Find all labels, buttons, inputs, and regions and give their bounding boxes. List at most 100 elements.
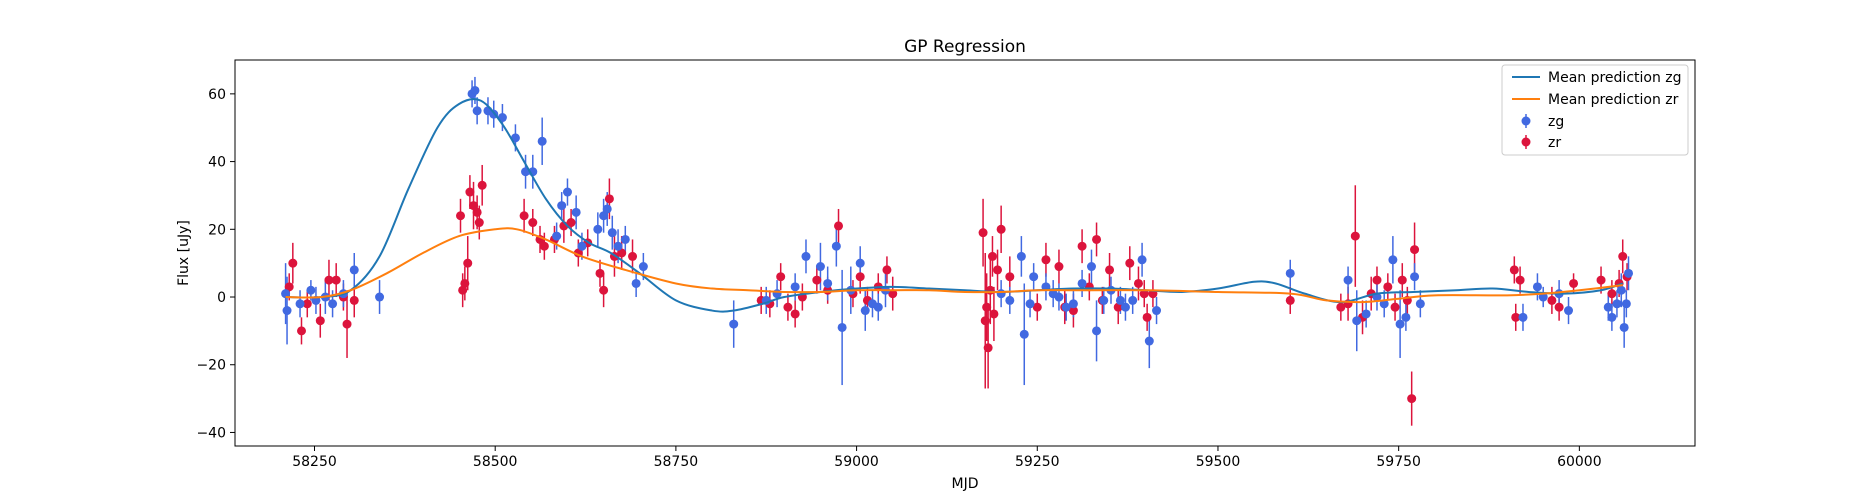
zr-point <box>978 228 988 238</box>
zg-point <box>1068 299 1078 309</box>
y-tick-label: −40 <box>196 425 226 441</box>
zr-point <box>989 309 999 319</box>
zg-point <box>1532 282 1542 292</box>
zg-point <box>1092 326 1102 336</box>
zr-point <box>834 221 844 231</box>
zg-point <box>552 231 562 241</box>
zg-point <box>1612 299 1622 309</box>
zr-point <box>790 309 800 319</box>
zg-point <box>631 278 641 288</box>
zr-point <box>1383 282 1393 292</box>
zr-point <box>595 268 605 278</box>
zg-point <box>831 241 841 251</box>
zg-point <box>472 106 482 116</box>
zg-point <box>1361 309 1371 319</box>
zr-point <box>1068 306 1078 316</box>
zr-point <box>519 211 529 221</box>
plot-area <box>234 59 1696 447</box>
zr-point <box>980 316 990 326</box>
zr-point <box>985 285 995 295</box>
zr-point <box>474 218 484 228</box>
chart-title: GP Regression <box>904 37 1026 57</box>
zg-point <box>790 282 800 292</box>
zg-point <box>1025 299 1035 309</box>
zr-point <box>812 275 822 285</box>
zg-point <box>1086 262 1096 272</box>
zr-point <box>1407 394 1417 404</box>
zg-point <box>537 136 547 146</box>
zg-point <box>349 265 359 275</box>
zr-point <box>1509 265 1519 275</box>
x-tick-label: 59000 <box>834 454 879 470</box>
zg-point <box>1285 268 1295 278</box>
zg-point <box>638 262 648 272</box>
x-tick-label: 59500 <box>1196 454 1241 470</box>
zr-point <box>604 194 614 204</box>
zr-point <box>882 265 892 275</box>
zr-point <box>349 295 359 305</box>
zr-point <box>315 316 325 326</box>
prediction-lines <box>285 98 1624 313</box>
zr-point <box>1092 234 1102 244</box>
zg-point <box>1624 268 1634 278</box>
zg-point <box>593 224 603 234</box>
zr-point <box>302 299 312 309</box>
zr-point <box>469 201 479 211</box>
zg-point <box>860 306 870 316</box>
zg-point <box>306 285 316 295</box>
zr-point <box>1511 312 1521 322</box>
zr-point <box>1133 278 1143 288</box>
zg-point <box>1152 306 1162 316</box>
zr-point <box>1125 258 1135 268</box>
zg-point <box>281 289 291 299</box>
zr-point <box>566 218 576 228</box>
y-tick-label: 60 <box>208 87 226 103</box>
zr-point <box>324 275 334 285</box>
zg-point <box>873 302 883 312</box>
zr-point <box>1618 251 1628 261</box>
zr-point <box>996 224 1006 234</box>
y-tick-label: 20 <box>208 222 226 238</box>
zr-point <box>1554 302 1564 312</box>
zg-point <box>1621 299 1631 309</box>
zg-point <box>1603 302 1613 312</box>
zg-point <box>1137 255 1147 265</box>
zr-point <box>1547 295 1557 305</box>
zr-points <box>284 180 1632 404</box>
legend: Mean prediction zg Mean prediction zr zg… <box>1501 64 1689 156</box>
zr-point <box>617 248 627 258</box>
zg-point <box>1401 312 1411 322</box>
zr-point <box>1607 289 1617 299</box>
zg-point <box>996 289 1006 299</box>
zg-point <box>1019 329 1029 339</box>
zg-point <box>1005 295 1015 305</box>
zr-point <box>284 282 294 292</box>
zr-point <box>783 302 793 312</box>
zg-point <box>602 204 612 214</box>
legend-label-zr: zr <box>1548 135 1561 151</box>
zr-point <box>993 265 1003 275</box>
zr-point <box>1390 302 1400 312</box>
zr-point <box>456 211 466 221</box>
zr-point <box>1410 245 1420 255</box>
zg-point <box>1619 322 1629 332</box>
zg-point <box>562 187 572 197</box>
zg-point <box>1128 295 1138 305</box>
zg-point <box>815 262 825 272</box>
zg-point <box>1343 275 1353 285</box>
zr-point <box>472 207 482 217</box>
zg-point <box>772 289 782 299</box>
y-tick-label: −20 <box>196 358 226 374</box>
zg-point <box>1115 295 1125 305</box>
zg-point <box>1099 295 1109 305</box>
zr-point <box>1105 265 1115 275</box>
zg-point <box>1054 292 1064 302</box>
zg-point <box>1144 336 1154 346</box>
zr-point <box>477 180 487 190</box>
legend-marker-zr <box>1521 137 1531 147</box>
zg-point <box>1061 302 1071 312</box>
mean-prediction-zr-line <box>285 227 1623 304</box>
zg-point <box>607 228 617 238</box>
zg-point <box>470 85 480 95</box>
legend-label-zg-mean: Mean prediction zg <box>1548 70 1682 86</box>
